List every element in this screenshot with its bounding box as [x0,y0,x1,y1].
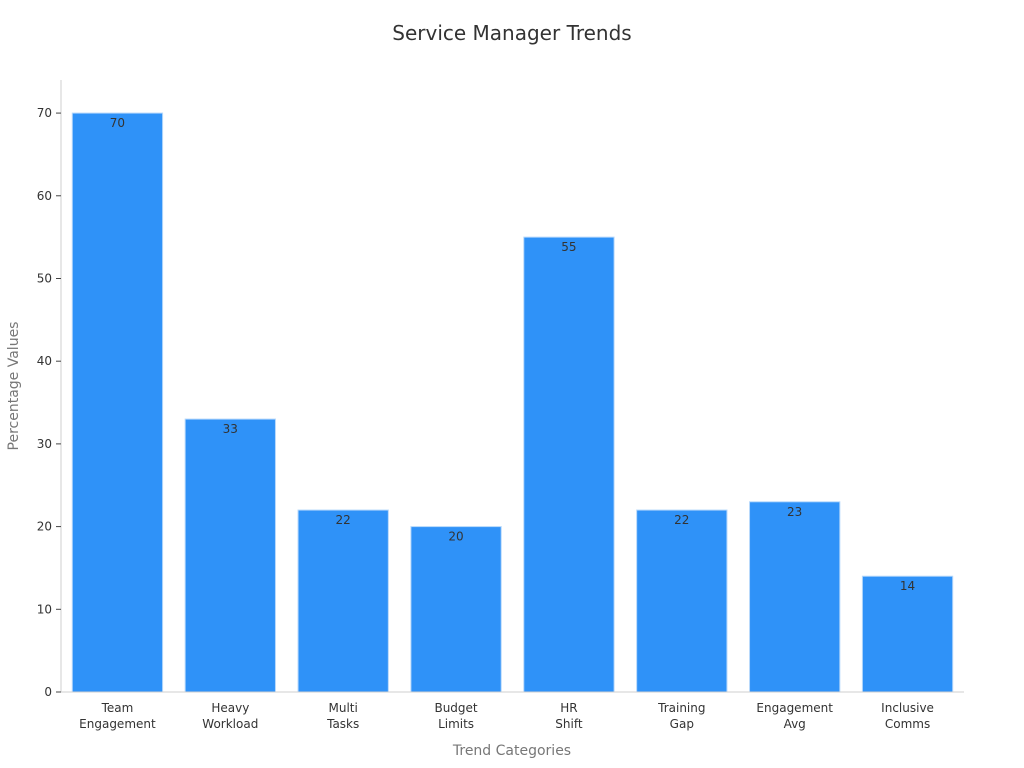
y-axis-title: Percentage Values [6,322,22,451]
y-tick-label-1: 10 [37,602,52,616]
bar-6 [749,501,841,693]
bar-4 [523,236,615,693]
bar-5 [636,509,728,693]
y-tick-label-7: 70 [37,106,52,120]
bar-7 [861,575,954,693]
bar-1 [184,418,276,693]
x-tick-label-6: Engagement Avg [756,701,833,731]
y-tick-label-6: 60 [37,189,52,203]
y-tick-label-2: 20 [37,520,52,534]
y-tick-label-0: 0 [44,685,52,699]
data-label-0: 70 [110,116,125,130]
y-tick-label-5: 50 [37,271,52,285]
data-labels-layer: 70 33 22 20 55 22 23 14 [110,116,915,593]
data-label-7: 14 [900,579,915,593]
x-tick-label-1: Heavy Workload [202,701,258,731]
x-tick-label-5: Training Gap [657,701,705,731]
x-tick-label-2: Multi Tasks [326,701,359,731]
data-label-3: 20 [448,530,463,544]
chart-title: Service Manager Trends [392,21,631,45]
x-tick-label-7: Inclusive Comms [881,701,934,731]
data-label-2: 22 [336,513,351,527]
y-tick-label-4: 40 [37,354,52,368]
data-label-5: 22 [674,513,689,527]
x-tick-label-0: Team Engagement [79,701,156,731]
y-tick-label-3: 30 [37,437,52,451]
bar-3 [410,526,502,693]
x-axis: Team Engagement Heavy Workload Multi Tasks Bud… [61,691,964,731]
data-label-6: 23 [787,505,802,519]
x-axis-title: Trend Categories [452,743,571,759]
x-tick-label-4: HR Shift [555,701,583,731]
data-label-4: 55 [561,240,576,254]
x-tick-label-3: Budget Limits [434,701,477,731]
bar-2 [297,509,389,693]
y-axis: 0 10 20 30 40 50 60 70 [37,80,62,699]
data-label-1: 33 [223,422,238,436]
bars-layer [71,112,954,693]
bar-0 [71,112,164,693]
